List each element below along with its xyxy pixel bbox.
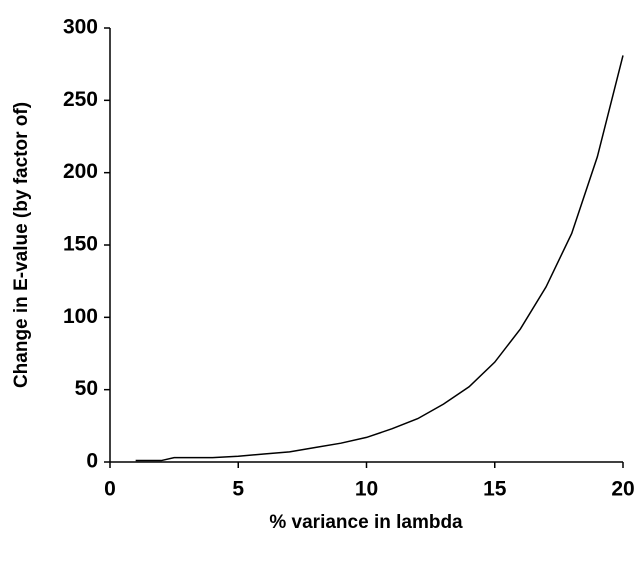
- y-tick-label: 100: [63, 305, 98, 328]
- y-axis-label: Change in E-value (by factor of): [11, 102, 32, 388]
- x-tick-label: 20: [611, 478, 634, 501]
- x-axis-label: % variance in lambda: [269, 512, 463, 533]
- x-tick-label: 5: [232, 478, 244, 501]
- x-tick-label: 15: [483, 478, 507, 501]
- y-tick-label: 250: [63, 88, 98, 111]
- y-tick-label: 0: [86, 450, 98, 473]
- y-tick-label: 150: [63, 233, 98, 256]
- y-tick-label: 300: [63, 16, 98, 39]
- x-tick-label: 10: [355, 478, 378, 501]
- y-tick-label: 50: [75, 377, 98, 400]
- line-series: [135, 55, 624, 462]
- y-tick-label: 200: [63, 160, 98, 183]
- x-tick-label: 0: [104, 478, 116, 501]
